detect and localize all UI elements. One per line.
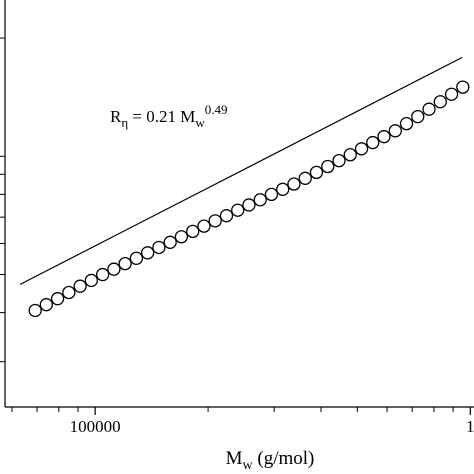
data-point — [231, 203, 245, 217]
data-point — [129, 251, 144, 265]
data-point — [107, 262, 121, 276]
annotation-sup: 0.49 — [205, 102, 228, 117]
data-point — [186, 224, 200, 239]
data-point — [208, 214, 222, 228]
data-point — [388, 124, 402, 138]
data-point — [287, 177, 301, 191]
x-tick-label: 100000 — [70, 417, 121, 436]
data-point — [253, 193, 267, 207]
annotation-r-sub: η — [121, 115, 128, 130]
data-point — [118, 256, 132, 271]
data-point — [73, 279, 87, 293]
x-title-sub: w — [243, 458, 254, 473]
data-point — [456, 80, 470, 94]
data-point — [50, 292, 65, 306]
annotation-r: R — [110, 107, 122, 126]
x-axis-title: Mw (g/mol) — [226, 448, 315, 473]
data-point — [433, 95, 447, 109]
data-point — [95, 267, 110, 282]
data-point — [411, 109, 425, 124]
data-point — [140, 246, 155, 260]
data-point — [163, 235, 177, 249]
x-tick-label: 1 — [466, 417, 474, 436]
data-point — [276, 182, 290, 196]
data-point — [444, 87, 459, 101]
data-point — [399, 116, 414, 131]
data-point — [309, 165, 324, 180]
annotation-mid: = 0.21 M — [128, 107, 195, 126]
data-point — [354, 142, 369, 156]
data-point — [152, 240, 166, 255]
data-point — [377, 130, 391, 144]
data-point — [39, 298, 53, 312]
data-point — [28, 303, 42, 318]
data-point — [264, 187, 279, 202]
annotation-m-sub: w — [195, 115, 205, 130]
data-point — [422, 102, 436, 116]
data-point — [242, 198, 256, 212]
data-point — [332, 153, 346, 168]
data-point — [174, 230, 189, 244]
x-title-main: M — [226, 448, 243, 469]
annotation: Rη = 0.21 Mw0.49 — [110, 102, 228, 130]
data-point — [321, 159, 335, 174]
data-point — [343, 148, 357, 162]
data-point — [84, 273, 99, 288]
data-point — [197, 219, 211, 233]
data-point — [298, 171, 312, 185]
data-point — [219, 209, 234, 223]
fit-line — [19, 56, 463, 285]
data-point — [366, 135, 380, 150]
x-title-rest: (g/mol) — [253, 448, 315, 469]
data-point — [62, 285, 76, 300]
